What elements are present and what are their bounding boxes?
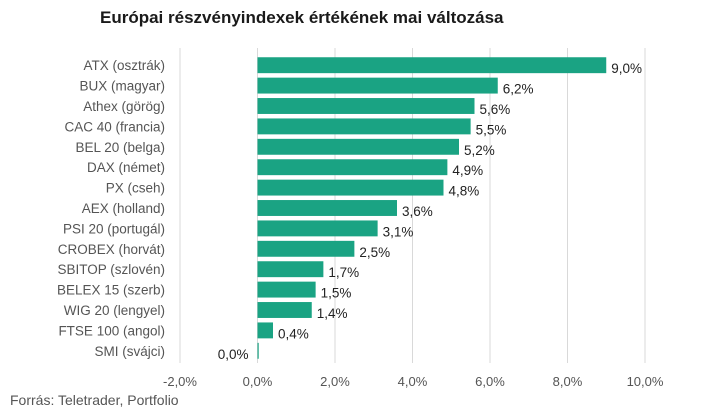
- bar: [257, 118, 471, 135]
- x-tick-label: 2,0%: [320, 374, 350, 389]
- bar: [257, 302, 312, 318]
- bar: [257, 200, 397, 216]
- category-labels: ATX (osztrák) BUX (magyar) Athex (görög) CA…: [57, 58, 165, 359]
- bar: [257, 179, 444, 196]
- value-label: 3,6%: [402, 204, 433, 219]
- category-label: BELEX 15 (szerb): [57, 283, 165, 298]
- value-label: 6,2%: [503, 82, 534, 97]
- source-note: Forrás: Teletrader, Portfolio: [10, 392, 179, 408]
- category-label: AEX (holland): [82, 201, 165, 216]
- bar: [257, 322, 273, 339]
- value-label: 9,0%: [611, 61, 642, 76]
- bar: [257, 220, 378, 237]
- x-tick-label: 6,0%: [475, 374, 505, 389]
- bar: [257, 342, 259, 359]
- value-label: 3,1%: [383, 224, 414, 239]
- bar: [257, 159, 448, 176]
- value-labels: 9,0% 6,2% 5,6% 5,5% 5,2% 4,9% 4,8% 3,6% 3,1% 2,5%…: [218, 61, 642, 362]
- bar: [257, 240, 355, 257]
- value-label: 5,6%: [480, 102, 511, 117]
- category-label: DAX (német): [87, 160, 165, 175]
- value-label: 1,5%: [321, 286, 352, 301]
- category-label: CAC 40 (francia): [64, 119, 165, 134]
- bar: [257, 281, 316, 298]
- x-axis-tick-labels: -2,0% 0,0% 2,0% 4,0% 6,0% 8,0% 10,0%: [163, 374, 664, 389]
- chart-title: Európai részvényindexek értékének mai vá…: [100, 8, 504, 27]
- category-label: SBITOP (szlovén): [57, 262, 165, 277]
- value-label: 0,4%: [278, 326, 309, 341]
- category-label: Athex (görög): [83, 99, 165, 114]
- value-label: 0,0%: [218, 347, 249, 362]
- category-label: PSI 20 (portugál): [63, 221, 165, 236]
- category-label: BUX (magyar): [79, 79, 165, 94]
- category-label: SMI (svájci): [95, 344, 166, 359]
- category-label: BEL 20 (belga): [75, 140, 165, 155]
- x-tick-label: 8,0%: [553, 374, 583, 389]
- x-tick-label: 0,0%: [243, 374, 273, 389]
- category-label: WIG 20 (lengyel): [64, 303, 165, 318]
- bar: [257, 77, 498, 94]
- bar: [257, 261, 324, 278]
- bar: [257, 57, 607, 74]
- category-label: PX (cseh): [106, 181, 165, 196]
- value-label: 4,9%: [452, 163, 483, 178]
- bar: [257, 138, 459, 155]
- category-label: FTSE 100 (angol): [58, 323, 165, 338]
- value-label: 5,2%: [464, 143, 495, 158]
- x-tick-label: 10,0%: [627, 374, 664, 389]
- bars: [257, 57, 607, 359]
- x-tick-label: -2,0%: [163, 374, 197, 389]
- value-label: 4,8%: [449, 184, 480, 199]
- bar-chart: ATX (osztrák) BUX (magyar) Athex (görög) CA…: [57, 48, 664, 389]
- x-tick-label: 4,0%: [398, 374, 428, 389]
- value-label: 2,5%: [359, 245, 390, 260]
- category-label: CROBEX (horvát): [58, 242, 165, 257]
- bar: [257, 98, 475, 114]
- category-label: ATX (osztrák): [83, 58, 165, 73]
- value-label: 1,4%: [317, 306, 348, 321]
- value-label: 1,7%: [328, 265, 359, 280]
- value-label: 5,5%: [476, 122, 507, 137]
